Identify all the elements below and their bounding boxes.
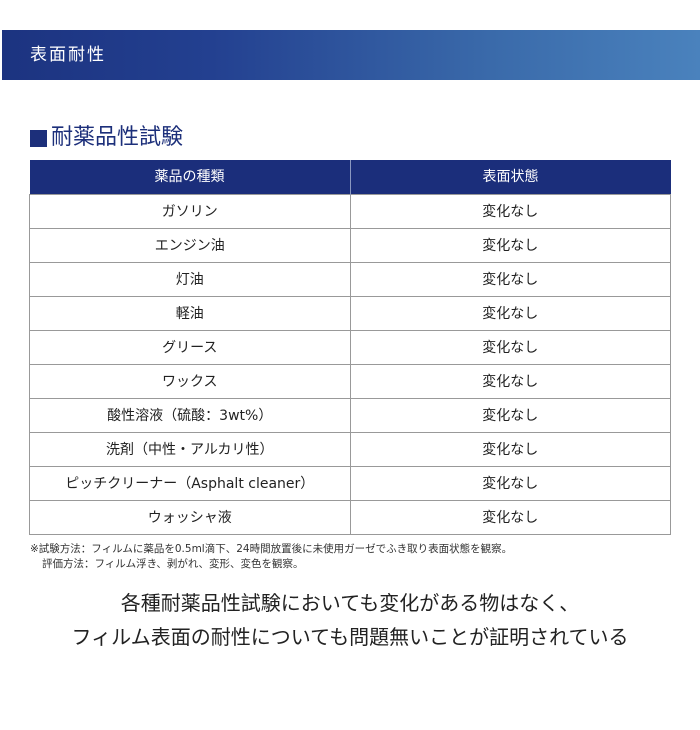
section-banner: 表面耐性 [2, 30, 700, 80]
table-row: ピッチクリーナー（Asphalt cleaner） 変化なし [29, 466, 671, 501]
surface-state-cell: 変化なし [349, 398, 671, 433]
conclusion: 各種耐薬品性試験においても変化がある物はなく、 フィルム表面の耐性についても問題… [0, 586, 700, 664]
chemical-cell: ウォッシャ液 [29, 500, 351, 535]
note-method: ※試験方法：フィルムに薬品を0.5ml滴下、24時間放置後に未使用ガーゼでふき取… [30, 543, 513, 555]
header-surface: 表面状態 [350, 160, 671, 195]
table-row: ワックス 変化なし [29, 364, 671, 399]
section-heading: 耐薬品性試験 [30, 122, 700, 154]
surface-state-cell: 変化なし [349, 262, 671, 297]
chemical-cell: 洗剤（中性・アルカリ性） [29, 432, 351, 467]
chemical-cell: 酸性溶液（硫酸：3wt%） [29, 398, 351, 433]
square-bullet-icon [30, 129, 47, 147]
surface-state-cell: 変化なし [349, 330, 671, 365]
surface-state-cell: 変化なし [349, 432, 671, 467]
surface-state-cell: 変化なし [349, 296, 671, 331]
chemical-cell: エンジン油 [29, 228, 351, 263]
table-row: 洗剤（中性・アルカリ性） 変化なし [29, 432, 671, 467]
table-row: 酸性溶液（硫酸：3wt%） 変化なし [29, 398, 671, 433]
note-evaluation: 評価方法：フィルム浮き、剥がれ、変形、変色を観察。 [42, 558, 304, 570]
banner-title: 表面耐性 [30, 45, 106, 65]
table-row: 軽油 変化なし [29, 296, 671, 331]
table-row: エンジン油 変化なし [29, 228, 671, 263]
chemical-cell: 軽油 [29, 296, 351, 331]
surface-state-cell: 変化なし [349, 194, 671, 229]
surface-state-cell: 変化なし [349, 500, 671, 535]
surface-state-cell: 変化なし [349, 228, 671, 263]
header-chemical: 薬品の種類 [29, 160, 351, 195]
table-row: ウォッシャ液 変化なし [29, 500, 671, 535]
surface-state-cell: 変化なし [349, 364, 671, 399]
chemical-cell: ガソリン [29, 194, 351, 229]
table-row: 灯油 変化なし [29, 262, 671, 297]
table-row: グリース 変化なし [29, 330, 671, 365]
chemical-cell: ピッチクリーナー（Asphalt cleaner） [29, 466, 351, 501]
surface-state-cell: 変化なし [349, 466, 671, 501]
section-title: 耐薬品性試験 [51, 125, 184, 150]
chemical-cell: 灯油 [29, 262, 351, 297]
conclusion-line-2: フィルム表面の耐性についても問題無いことが証明されている [71, 625, 629, 649]
conclusion-line-1: 各種耐薬品性試験においても変化がある物はなく、 [120, 591, 580, 615]
table-row: ガソリン 変化なし [29, 194, 671, 229]
chemical-cell: ワックス [29, 364, 351, 399]
test-notes: ※試験方法：フィルムに薬品を0.5ml滴下、24時間放置後に未使用ガーゼでふき取… [30, 542, 690, 572]
chemical-resistance-table: 薬品の種類 表面状態 ガソリン 変化なし エンジン油 変化なし 灯油 変化なし 軽油 変化なし… [29, 160, 671, 535]
chemical-cell: グリース [29, 330, 351, 365]
